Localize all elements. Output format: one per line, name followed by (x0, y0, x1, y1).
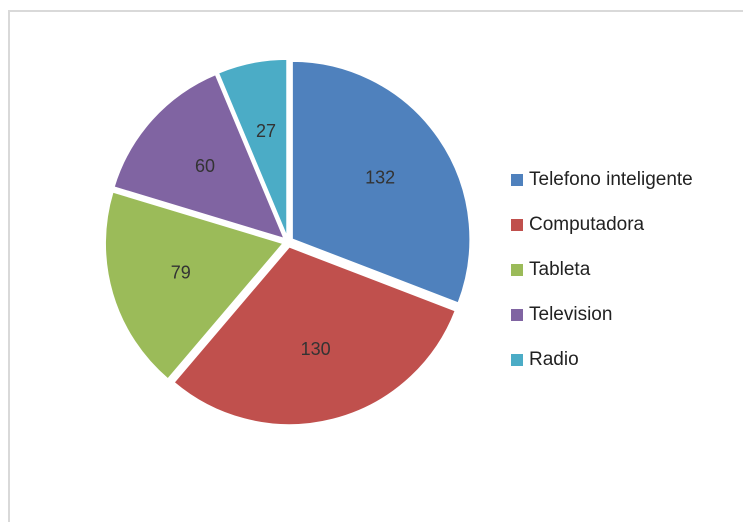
legend-label: Computadora (529, 214, 645, 235)
pie-slice (112, 73, 286, 240)
legend-label: Radio (529, 349, 579, 370)
legend-swatch (511, 264, 523, 276)
pie-slice (217, 58, 288, 238)
pie-slice (291, 60, 471, 305)
data-label: 60 (195, 156, 215, 176)
legend-label: Television (529, 304, 612, 325)
legend-swatch (511, 174, 523, 186)
legend-label: Telefono inteligente (529, 169, 693, 190)
data-label: 132 (365, 167, 395, 187)
pie-slice (172, 245, 457, 426)
pie-slice (104, 190, 285, 381)
data-label: 27 (256, 121, 276, 141)
legend-swatch (511, 354, 523, 366)
legend-label: Tableta (529, 259, 591, 280)
legend-swatch (511, 219, 523, 231)
data-label: 79 (171, 262, 191, 282)
data-label: 130 (301, 339, 331, 359)
legend-swatch (511, 309, 523, 321)
